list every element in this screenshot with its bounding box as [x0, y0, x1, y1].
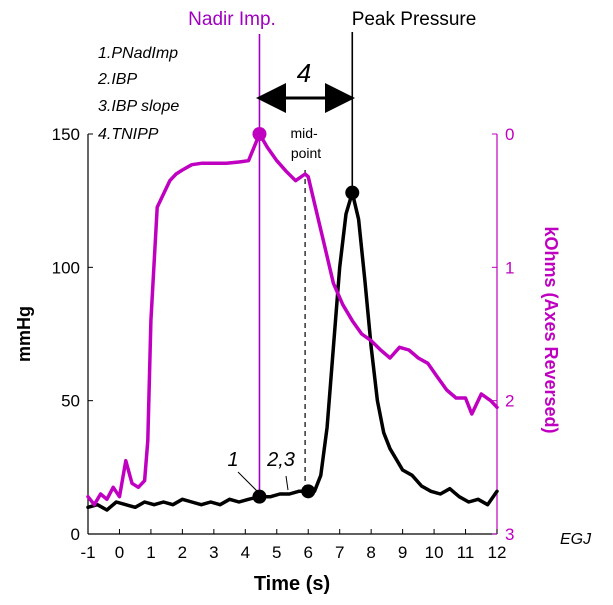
x-tick-label: 5 — [272, 543, 281, 562]
x-tick-label: 10 — [425, 543, 444, 562]
pressure-marker — [252, 489, 267, 504]
y-left-tick-label: 100 — [52, 258, 80, 277]
x-tick-label: 12 — [488, 543, 507, 562]
y-left-tick-label: 0 — [71, 525, 80, 544]
x-tick-label: -1 — [80, 543, 95, 562]
y-right-axis-title: kOhms (Axes Reversed) — [541, 226, 561, 433]
egj-label: EGJ — [560, 531, 592, 548]
impedance-marker — [252, 127, 267, 141]
y-right-tick-label: 3 — [505, 525, 514, 544]
y-right-tick-label: 0 — [505, 125, 514, 144]
arrow-label: 4 — [297, 58, 311, 88]
point-label-1: 1 — [227, 449, 238, 471]
legend-line-1: 1.PNadImp — [98, 45, 178, 62]
x-tick-label: 3 — [209, 543, 218, 562]
y-left-axis-title: mmHg — [14, 306, 34, 362]
legend-line-2: 2.IBP — [97, 71, 137, 88]
x-tick-label: 0 — [115, 543, 124, 562]
x-tick-label: 8 — [366, 543, 375, 562]
pressure-marker — [301, 484, 316, 499]
legend-line-3: 3.IBP slope — [98, 98, 179, 115]
x-tick-label: 11 — [457, 543, 475, 562]
point-label-23-leader — [285, 475, 289, 491]
legend-list: 1.PNadImp 2.IBP 3.IBP slope 4.TNIPP — [97, 45, 179, 143]
point-label-23: 2,3 — [266, 449, 295, 471]
x-axis-title: Time (s) — [254, 573, 330, 595]
midpoint-label: mid- point — [290, 125, 321, 161]
peak-label: Peak Pressure — [352, 9, 477, 30]
x-tick-label: 7 — [335, 543, 344, 562]
legend-line-4: 4.TNIPP — [98, 126, 159, 143]
x-tick-label: 4 — [241, 543, 250, 562]
markers-layer — [252, 127, 360, 504]
nadir-label: Nadir Imp. — [188, 9, 276, 30]
y-right-tick-label: 1 — [505, 258, 514, 277]
y-left-tick-label: 150 — [52, 125, 80, 144]
impedance-series-line — [86, 132, 499, 507]
y-right-tick-label: 2 — [505, 392, 514, 411]
x-tick-label: 1 — [146, 543, 155, 562]
x-tick-label: 2 — [178, 543, 187, 562]
pressure-marker — [345, 185, 360, 200]
x-tick-label: 9 — [398, 543, 407, 562]
y-left-tick-label: 50 — [61, 392, 80, 411]
point-label-1-leader — [237, 471, 259, 493]
x-tick-label: 6 — [303, 543, 312, 562]
